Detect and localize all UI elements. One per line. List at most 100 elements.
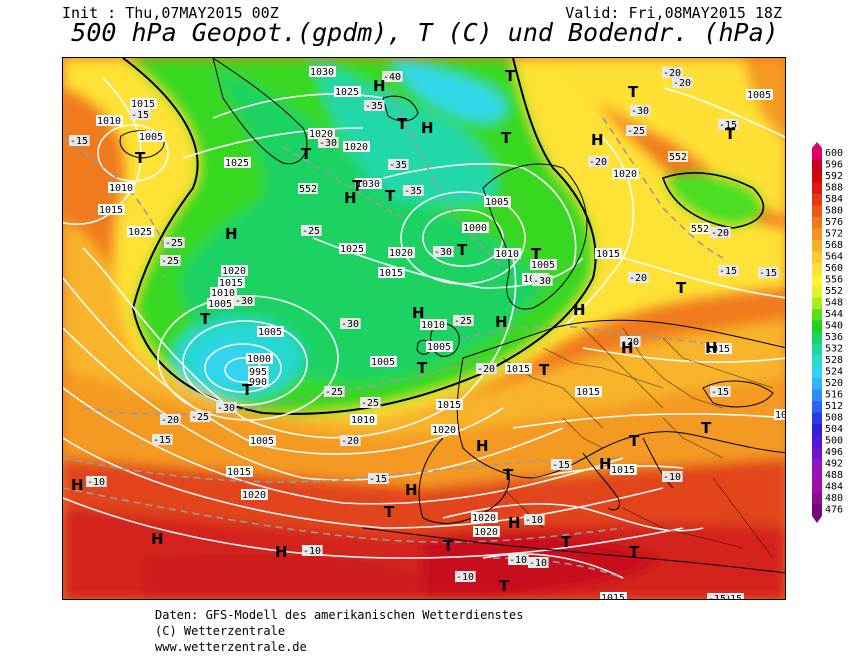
high-pressure-marker: H <box>705 339 718 357</box>
pressure-label: 1020 <box>473 526 500 538</box>
legend-swatch <box>812 458 822 470</box>
temperature-value: -30 <box>319 138 337 149</box>
temperature-label: -30 <box>216 402 237 414</box>
pressure-label: 1005 <box>370 356 397 368</box>
pressure-labels: 1030101510101005102510201020102510101015… <box>96 66 785 599</box>
pressure-value: 1000 <box>463 223 487 234</box>
pressure-label: 1020 <box>431 424 458 436</box>
pressure-label: 990 <box>248 376 269 388</box>
legend-swatch <box>812 470 822 482</box>
pressure-label: 1015 <box>226 466 253 478</box>
low-pressure-marker: T <box>385 187 396 205</box>
high-pressure-marker: H <box>495 313 508 331</box>
legend-label: 580 <box>825 206 843 217</box>
temperature-value: -20 <box>663 68 681 79</box>
isobars <box>63 77 785 579</box>
legend-label: 576 <box>825 217 843 228</box>
pressure-label: 1015 <box>98 204 125 216</box>
high-pressure-marker: H <box>599 455 612 473</box>
legend-swatch <box>812 320 822 332</box>
pressure-label: 995 <box>248 366 269 378</box>
pressure-value: 1005 <box>747 90 771 101</box>
pressure-label: 1005 <box>257 326 284 338</box>
temperature-value: -20 <box>589 157 607 168</box>
pressure-label: 1020 <box>612 168 639 180</box>
temperature-label: -30 <box>433 246 454 258</box>
legend-label: 524 <box>825 367 843 378</box>
legend-label: 560 <box>825 263 843 274</box>
legend-swatch <box>812 205 822 217</box>
low-pressure-marker: T <box>352 177 363 195</box>
pressure-value: 1030 <box>356 179 380 190</box>
temperature-value: -10 <box>303 546 321 557</box>
high-pressure-marker: H <box>275 543 288 561</box>
pressure-value: 1005 <box>250 436 274 447</box>
temperature-value: -30 <box>533 276 551 287</box>
pressure-label: 1005 <box>249 435 276 447</box>
legend-label: 556 <box>825 275 843 286</box>
pressure-label: 1000 <box>246 353 273 365</box>
pressure-value: 1020 <box>432 425 456 436</box>
pressure-value: 1005 <box>258 327 282 338</box>
contour-label: 552 <box>668 151 688 163</box>
legend-swatch <box>812 251 822 263</box>
footer-website-link[interactable]: www.wetterzentrale.de <box>155 640 307 654</box>
temperature-label: -15 <box>718 119 739 131</box>
temperature-value: -15 <box>719 120 737 131</box>
pressure-label: 1020 <box>343 141 370 153</box>
pressure-label: 1015 <box>600 592 627 599</box>
low-pressure-marker: T <box>499 577 510 595</box>
high-pressure-marker: H <box>476 437 489 455</box>
high-pressure-marker: H <box>151 530 164 548</box>
temperature-value: -15 <box>70 136 88 147</box>
pressure-label: 1010 <box>210 287 237 299</box>
temperature-label: -15 <box>130 109 151 121</box>
pressure-value: 1005 <box>371 357 395 368</box>
pressure-value: 1005 <box>208 299 232 310</box>
pressure-value: 1025 <box>340 244 364 255</box>
legend-label: 584 <box>825 194 843 205</box>
pressure-label: 1020 <box>308 128 335 140</box>
low-pressure-marker: T <box>676 279 687 297</box>
coastlines <box>119 58 785 574</box>
legend-label: 588 <box>825 183 843 194</box>
high-pressure-marker: H <box>71 476 84 494</box>
legend-label: 500 <box>825 436 843 447</box>
color-legend: 6005965925885845805765725685645605565525… <box>812 142 843 523</box>
temperature-value: -25 <box>165 238 183 249</box>
pressure-value: 1020 <box>242 490 266 501</box>
pressure-value: 1020 <box>474 527 498 538</box>
legend-swatch <box>812 481 822 493</box>
pressure-value: 1015 <box>227 467 251 478</box>
temperature-label: -15 <box>368 473 389 485</box>
legend-swatch <box>812 332 822 344</box>
temperature-value: -35 <box>389 160 407 171</box>
temperature-value: -25 <box>325 387 343 398</box>
legend-label: 596 <box>825 160 843 171</box>
temperature-value: -20 <box>477 364 495 375</box>
legend-swatch <box>812 309 822 321</box>
legend-swatch <box>812 343 822 355</box>
pressure-value: 1015 <box>596 249 620 260</box>
low-pressure-marker: T <box>501 129 512 147</box>
legend-label: 572 <box>825 229 843 240</box>
high-pressure-marker: H <box>405 481 418 499</box>
low-pressure-marker: T <box>628 83 639 101</box>
temperature-label: -15 <box>152 434 173 446</box>
pressure-label: 1015 <box>505 363 532 375</box>
low-pressure-marker: T <box>629 543 640 561</box>
temperature-label: -10 <box>302 545 323 557</box>
legend-swatch <box>812 447 822 459</box>
pressure-value: 1015 <box>576 387 600 398</box>
pressure-value: 1010 <box>421 320 445 331</box>
pressure-label: 1015 <box>378 267 405 279</box>
pressure-label: 1005 <box>746 89 773 101</box>
temperature-value: -25 <box>161 256 179 267</box>
temperature-label: -30 <box>630 105 651 117</box>
pressure-label: 1020 <box>241 489 268 501</box>
legend-label: 508 <box>825 413 843 424</box>
pressure-label: 1030 <box>355 178 382 190</box>
high-pressure-marker: H <box>225 225 238 243</box>
low-pressure-marker: T <box>539 361 550 379</box>
